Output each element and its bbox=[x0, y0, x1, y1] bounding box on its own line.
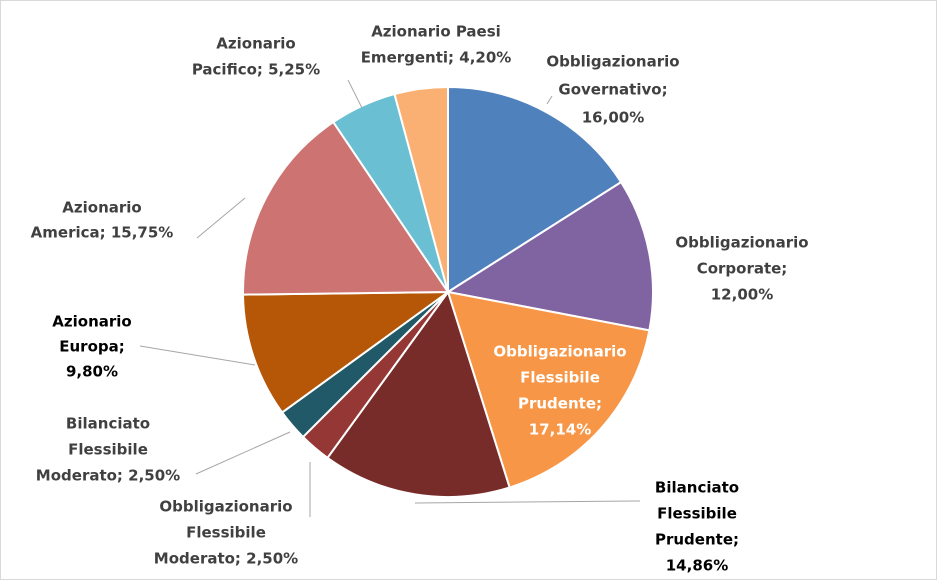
data-label-line: Corporate; bbox=[697, 260, 788, 278]
data-label: Azionario Pacifico; 5,25% bbox=[192, 35, 320, 79]
data-label-line: Azionario bbox=[216, 35, 295, 53]
data-label: Obbligazionario Corporate; 12,00% bbox=[675, 234, 808, 304]
data-label: Bilanciato Flessibile Moderato; 2,50% bbox=[36, 415, 180, 485]
data-label-line: Azionario bbox=[62, 199, 141, 217]
data-label-line: 9,80% bbox=[66, 363, 118, 381]
leader-line bbox=[195, 431, 291, 475]
data-label-line: Flessibile bbox=[657, 505, 737, 523]
pie-slice bbox=[326, 289, 511, 498]
data-label-line: America; 15,75% bbox=[31, 224, 174, 242]
pie-slice bbox=[445, 180, 654, 332]
data-label: Bilanciato Flessibile Prudente; 14,86% bbox=[655, 479, 739, 575]
data-label: Obbligazionario Flessibile Moderato; 2,50% bbox=[154, 498, 298, 568]
leader-line bbox=[139, 345, 256, 366]
data-label-line: Azionario bbox=[52, 313, 131, 331]
data-label-line: Bilanciato bbox=[655, 479, 739, 497]
data-label-line: 16,00% bbox=[582, 109, 644, 127]
data-label-line: Prudente; bbox=[518, 395, 602, 413]
data-label-line: Flessibile bbox=[186, 524, 266, 542]
data-label: Azionario Europa; 9,80% bbox=[52, 313, 131, 381]
data-label-line: Moderato; 2,50% bbox=[154, 550, 298, 568]
pie-slice bbox=[446, 290, 651, 489]
data-label: Azionario America; 15,75% bbox=[31, 199, 174, 242]
pie-slice bbox=[242, 290, 452, 414]
data-label-line: Azionario Paesi bbox=[371, 23, 501, 41]
leader-line bbox=[414, 500, 641, 504]
leader-line bbox=[546, 95, 553, 105]
pie-slice bbox=[242, 120, 450, 296]
pie-slice bbox=[393, 85, 449, 293]
data-label-line: 14,86% bbox=[666, 557, 728, 575]
data-label-line: Flessibile bbox=[68, 441, 148, 459]
data-label-line: Obbligazionario bbox=[675, 234, 808, 252]
data-label-line: Obbligazionario bbox=[546, 53, 679, 71]
data-label-line: Governativo; bbox=[558, 81, 667, 99]
data-label-line: Moderato; 2,50% bbox=[36, 467, 180, 485]
data-label-line: 17,14% bbox=[529, 421, 591, 439]
leader-line bbox=[347, 79, 363, 109]
data-label-line: Europa; bbox=[59, 338, 125, 356]
data-label-line: Obbligazionario bbox=[493, 343, 626, 361]
data-label: Azionario Paesi Emergenti; 4,20% bbox=[361, 23, 512, 67]
leader-line bbox=[196, 197, 246, 239]
pie-slice bbox=[447, 85, 623, 294]
data-label-line: Bilanciato bbox=[66, 415, 150, 433]
data-label-line: Prudente; bbox=[655, 531, 739, 549]
data-label: Obbligazionario Governativo; 16,00% bbox=[546, 53, 679, 127]
data-label-line: Emergenti; 4,20% bbox=[361, 49, 512, 67]
data-label-line: Flessibile bbox=[520, 369, 600, 387]
data-label-line: 12,00% bbox=[711, 286, 773, 304]
data-label: Obbligazionario Flessibile Prudente; 17,14% bbox=[493, 343, 626, 439]
data-label-line: Pacifico; 5,25% bbox=[192, 61, 320, 79]
data-label-line: Obbligazionario bbox=[159, 498, 292, 516]
